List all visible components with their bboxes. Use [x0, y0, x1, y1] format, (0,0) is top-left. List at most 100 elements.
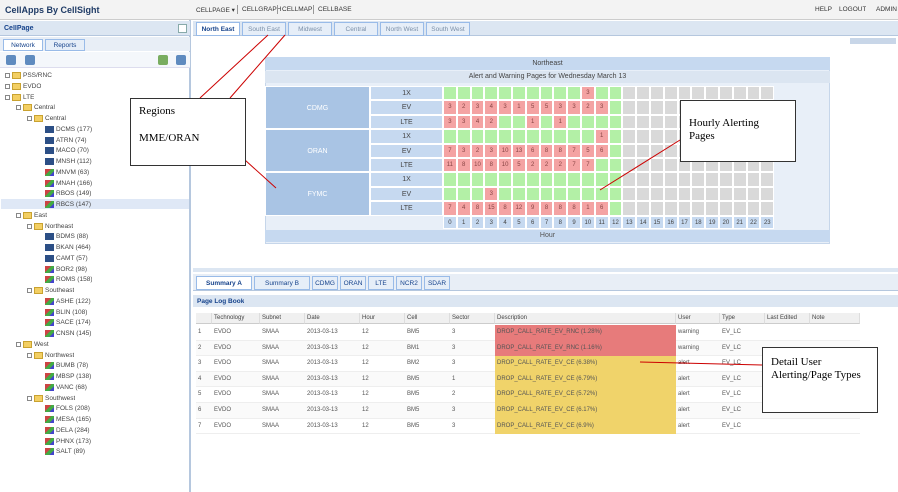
header-link[interactable]: ADMIN — [876, 6, 897, 13]
hour-cell[interactable] — [539, 172, 554, 187]
hour-cell[interactable]: 8 — [567, 201, 581, 216]
hour-cell[interactable]: 7 — [443, 143, 457, 158]
hour-cell[interactable]: 3 — [484, 186, 499, 202]
tree-label[interactable]: BLIN (108) — [56, 308, 88, 316]
hour-cell[interactable] — [539, 186, 554, 202]
hour-cell[interactable] — [512, 172, 526, 187]
hour-cell[interactable] — [608, 86, 623, 101]
hour-cell[interactable] — [705, 186, 719, 202]
hour-cell[interactable]: 6 — [525, 143, 540, 158]
hour-cell[interactable] — [719, 201, 733, 216]
hour-cell[interactable] — [746, 201, 761, 216]
header-link[interactable]: HELP — [815, 6, 832, 13]
hour-cell[interactable] — [677, 86, 692, 101]
hour-cell[interactable] — [581, 186, 595, 202]
hour-cell[interactable] — [456, 186, 471, 202]
hour-cell[interactable]: 3 — [581, 86, 595, 101]
hour-cell[interactable]: 10 — [498, 158, 512, 173]
hour-cell[interactable] — [636, 186, 650, 202]
column-header[interactable]: Note — [810, 313, 860, 324]
tree-toggle[interactable] — [27, 352, 32, 358]
hour-cell[interactable] — [760, 186, 775, 202]
tree-label[interactable]: DELA (284) — [56, 426, 90, 434]
tree-label[interactable]: VANC (68) — [56, 383, 87, 391]
hour-cell[interactable]: 8 — [553, 201, 568, 216]
region-tab[interactable]: South East — [242, 22, 286, 36]
hour-cell[interactable] — [732, 186, 747, 202]
tree-label[interactable]: LTE — [23, 93, 35, 101]
tree-label[interactable]: MNAH (166) — [56, 179, 93, 187]
hour-cell[interactable] — [677, 201, 692, 216]
hour-cell[interactable] — [567, 129, 581, 144]
hour-cell[interactable]: 15 — [484, 201, 499, 216]
hour-cell[interactable] — [567, 114, 581, 130]
hour-cell[interactable] — [622, 86, 637, 101]
tree-label[interactable]: RBCS (147) — [56, 201, 92, 208]
hour-cell[interactable] — [525, 172, 540, 187]
hour-cell[interactable] — [622, 172, 637, 187]
hour-cell[interactable]: 8 — [498, 201, 512, 216]
hour-cell[interactable] — [567, 86, 581, 101]
toolbar-icon[interactable] — [158, 55, 168, 65]
hour-cell[interactable] — [636, 201, 650, 216]
hour-cell[interactable] — [470, 186, 485, 202]
hour-cell[interactable] — [705, 172, 719, 187]
hour-cell[interactable]: 3 — [456, 143, 471, 158]
hour-cell[interactable]: 1 — [594, 129, 609, 144]
tree-label[interactable]: Northeast — [45, 222, 74, 230]
tree-label[interactable]: MBSP (138) — [56, 373, 92, 380]
hour-cell[interactable] — [622, 158, 637, 173]
hour-cell[interactable] — [608, 100, 623, 115]
hour-cell[interactable] — [553, 186, 568, 202]
tree-toggle[interactable] — [27, 395, 32, 401]
hour-cell[interactable]: 5 — [581, 143, 595, 158]
hour-cell[interactable] — [608, 172, 623, 187]
hour-cell[interactable]: 1 — [512, 100, 526, 115]
hour-cell[interactable] — [608, 114, 623, 130]
tree-label[interactable]: Southeast — [45, 287, 75, 294]
hour-cell[interactable] — [539, 86, 554, 101]
hour-cell[interactable] — [443, 129, 457, 144]
hour-cell[interactable]: 2 — [581, 100, 595, 115]
hour-cell[interactable] — [691, 172, 706, 187]
hour-cell[interactable] — [553, 172, 568, 187]
tree-label[interactable]: ROMS (158) — [56, 276, 93, 284]
hour-cell[interactable] — [594, 158, 609, 173]
hour-cell[interactable]: 4 — [456, 201, 471, 216]
summary-tab[interactable]: Summary B — [254, 276, 310, 290]
hour-cell[interactable]: 3 — [567, 100, 581, 115]
hour-cell[interactable]: 5 — [512, 158, 526, 173]
hour-cell[interactable]: 11 — [443, 158, 457, 173]
hour-cell[interactable]: 3 — [443, 114, 457, 130]
hour-cell[interactable] — [732, 86, 747, 101]
hour-cell[interactable]: 5 — [525, 100, 540, 115]
tree-label[interactable]: West — [34, 340, 49, 348]
hour-cell[interactable] — [719, 86, 733, 101]
toolbar-icon[interactable] — [6, 55, 16, 65]
hour-cell[interactable] — [512, 129, 526, 144]
hour-cell[interactable] — [663, 114, 678, 130]
hour-cell[interactable] — [456, 86, 471, 101]
summary-tab[interactable]: NCR2 — [396, 276, 422, 290]
hour-cell[interactable]: 2 — [456, 100, 471, 115]
hour-cell[interactable]: 4 — [484, 100, 499, 115]
tree-toggle[interactable] — [16, 105, 21, 111]
hour-cell[interactable] — [636, 100, 650, 115]
hour-cell[interactable] — [608, 129, 623, 144]
hour-cell[interactable] — [484, 86, 499, 101]
column-header[interactable]: Cell — [405, 313, 450, 324]
hour-cell[interactable]: 10 — [470, 158, 485, 173]
tree-label[interactable]: MACO (70) — [56, 147, 89, 155]
hour-cell[interactable] — [608, 143, 623, 158]
hour-cell[interactable] — [608, 201, 623, 216]
summary-tab[interactable]: CDMG — [312, 276, 338, 290]
hour-cell[interactable] — [622, 129, 637, 144]
hour-cell[interactable] — [746, 186, 761, 202]
hour-cell[interactable]: 3 — [456, 114, 471, 130]
summary-tab[interactable]: Summary A — [196, 276, 252, 290]
tree-label[interactable]: RBOS (149) — [56, 190, 92, 198]
hour-cell[interactable] — [456, 172, 471, 187]
hour-cell[interactable]: 6 — [594, 143, 609, 158]
summary-tab[interactable]: ORAN — [340, 276, 366, 290]
summary-tab[interactable]: LTE — [368, 276, 394, 290]
